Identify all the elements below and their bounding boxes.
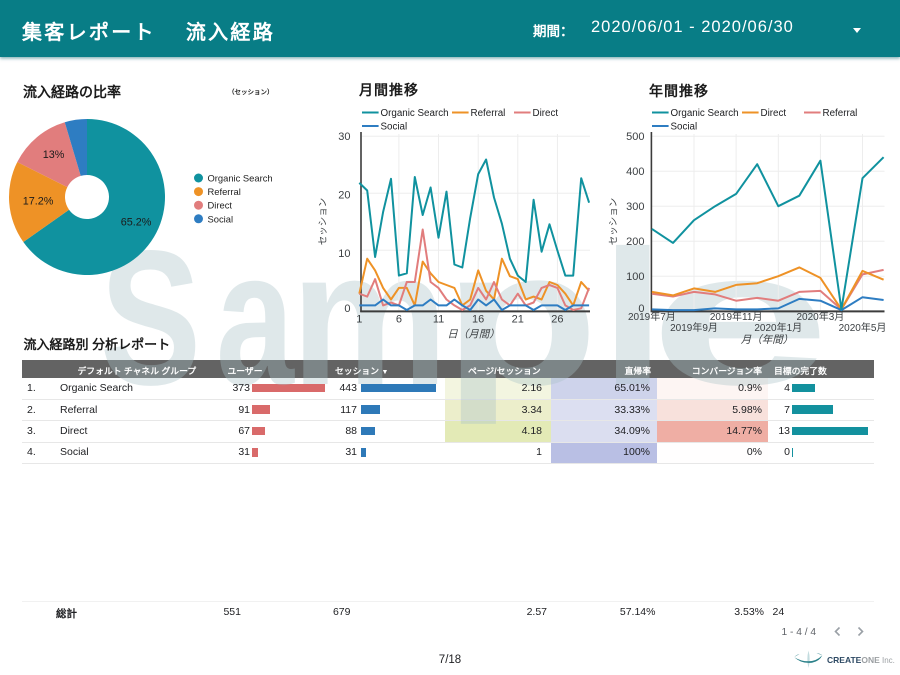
- svg-text:65.2%: 65.2%: [121, 217, 152, 229]
- svg-text:2020年3月: 2020年3月: [796, 310, 844, 323]
- svg-text:Organic Search: Organic Search: [671, 108, 739, 119]
- svg-text:Referral: Referral: [823, 108, 858, 119]
- svg-text:Social: Social: [381, 122, 408, 133]
- svg-text:20: 20: [338, 190, 350, 202]
- svg-text:21: 21: [512, 314, 524, 326]
- svg-text:Referral: Referral: [471, 108, 506, 119]
- svg-text:10: 10: [338, 248, 350, 260]
- svg-text:500: 500: [626, 131, 644, 143]
- svg-text:300: 300: [626, 201, 644, 213]
- svg-text:2019年7月: 2019年7月: [628, 310, 676, 323]
- svg-text:2019年11月: 2019年11月: [710, 310, 763, 323]
- svg-text:6: 6: [396, 314, 402, 326]
- svg-text:Direct: Direct: [761, 108, 787, 119]
- svg-text:0: 0: [638, 303, 644, 315]
- svg-text:200: 200: [626, 236, 644, 248]
- svg-text:100: 100: [626, 271, 644, 283]
- svg-text:2019年9月: 2019年9月: [670, 321, 718, 334]
- svg-text:16: 16: [472, 314, 484, 326]
- svg-text:Direct: Direct: [208, 200, 233, 211]
- svg-text:セッション: セッション: [318, 198, 329, 246]
- svg-text:400: 400: [626, 166, 644, 178]
- svg-text:Social: Social: [208, 213, 234, 224]
- svg-text:Referral: Referral: [208, 186, 241, 197]
- svg-text:Organic Search: Organic Search: [381, 108, 449, 119]
- svg-text:日（月間）: 日（月間）: [447, 329, 500, 341]
- svg-text:月（年間）: 月（年間）: [741, 334, 794, 346]
- svg-text:13%: 13%: [43, 149, 65, 161]
- svg-text:Direct: Direct: [533, 108, 559, 119]
- svg-text:セッション: セッション: [609, 198, 620, 246]
- svg-text:1: 1: [356, 314, 362, 326]
- svg-text:30: 30: [338, 131, 350, 143]
- svg-text:26: 26: [551, 314, 563, 326]
- svg-text:11: 11: [433, 314, 444, 326]
- svg-text:17.2%: 17.2%: [23, 196, 54, 208]
- svg-text:Social: Social: [671, 122, 698, 133]
- svg-text:Organic Search: Organic Search: [208, 173, 273, 184]
- svg-text:0: 0: [344, 303, 350, 315]
- svg-text:2020年1月: 2020年1月: [754, 321, 802, 334]
- svg-text:2020年5月: 2020年5月: [839, 321, 887, 334]
